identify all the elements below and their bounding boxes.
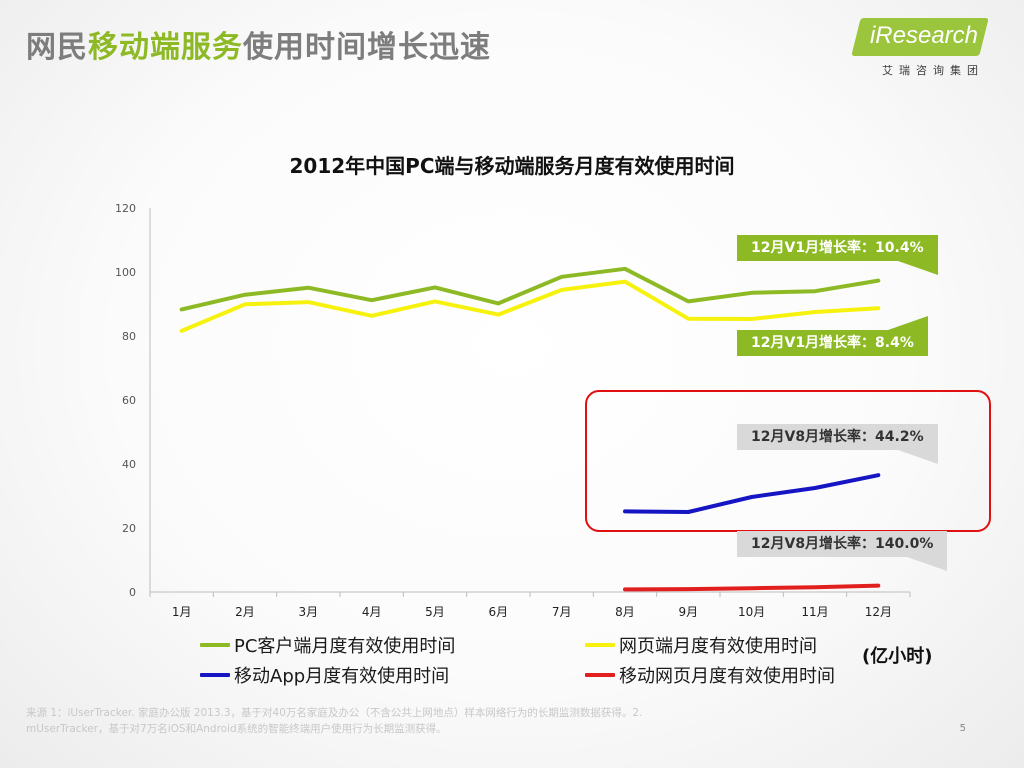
series-line-app bbox=[623, 473, 881, 514]
y-tick-label-4: 80 bbox=[122, 330, 136, 343]
source-note: 来源 1：iUserTracker. 家庭办公版 2013.3，基于对40万名家… bbox=[26, 705, 886, 737]
x-tick-label-1: 2月 bbox=[235, 605, 255, 619]
x-tick-label-8: 9月 bbox=[679, 605, 699, 619]
source-line-2: mUserTracker，基于对7万名iOS和Android系统的智能终端用户使… bbox=[26, 723, 447, 735]
x-tick-label-3: 4月 bbox=[362, 605, 382, 619]
source-line-1: 来源 1：iUserTracker. 家庭办公版 2013.3，基于对40万名家… bbox=[26, 707, 643, 719]
slide-title-highlight: 移动端服务 bbox=[88, 30, 243, 65]
y-tick-label-1: 20 bbox=[122, 522, 136, 535]
x-tick-label-0: 1月 bbox=[172, 605, 192, 619]
callout-pointer-4 bbox=[907, 557, 948, 571]
x-tick-label-7: 8月 bbox=[615, 605, 635, 619]
unit-label: (亿小时) bbox=[862, 646, 933, 667]
x-tick-label-5: 6月 bbox=[489, 605, 509, 619]
callout-text-1: 12月V1月增长率：10.4% bbox=[751, 240, 924, 256]
slide-title-part2: 使用时间增长迅速 bbox=[243, 30, 491, 65]
callout-2: 12月V1月增长率：8.4% bbox=[737, 316, 928, 356]
callout-text-3: 12月V8月增长率：44.2% bbox=[751, 429, 924, 445]
page-number: 5 bbox=[959, 723, 966, 734]
x-tick-label-4: 5月 bbox=[425, 605, 445, 619]
x-tick-label-11: 12月 bbox=[865, 605, 892, 619]
callout-text-2: 12月V1月增长率：8.4% bbox=[751, 335, 914, 351]
y-tick-label-5: 100 bbox=[115, 266, 136, 279]
y-tick-label-2: 40 bbox=[122, 458, 136, 471]
logo-subtitle: 艾瑞咨询集团 bbox=[882, 64, 984, 77]
slide-title-part1: 网民 bbox=[26, 30, 88, 65]
callout-4: 12月V8月增长率：140.0% bbox=[737, 531, 948, 571]
chart-title: 2012年中国PC端与移动端服务月度有效使用时间 bbox=[289, 154, 735, 178]
series-line-mobile-web bbox=[623, 583, 881, 592]
iresearch-logo: iResearch 艾瑞咨询集团 bbox=[844, 18, 989, 88]
callout-3: 12月V8月增长率：44.2% bbox=[737, 424, 938, 464]
x-tick-label-9: 10月 bbox=[738, 605, 765, 619]
x-tick-label-2: 3月 bbox=[299, 605, 319, 619]
logo-name: iResearch bbox=[869, 22, 978, 49]
y-tick-label-3: 60 bbox=[122, 394, 136, 407]
series-line-pc bbox=[179, 266, 881, 312]
callout-1: 12月V1月增长率：10.4% bbox=[737, 235, 938, 275]
y-tick-label-0: 0 bbox=[129, 586, 136, 599]
callout-pointer-3 bbox=[897, 450, 938, 464]
x-tick-label-6: 7月 bbox=[552, 605, 572, 619]
x-tick-label-10: 11月 bbox=[801, 605, 828, 619]
callout-pointer-1 bbox=[897, 261, 938, 275]
callout-pointer-2 bbox=[887, 316, 928, 330]
y-tick-label-6: 120 bbox=[115, 202, 136, 215]
callout-text-4: 12月V8月增长率：140.0% bbox=[751, 536, 934, 552]
slide-title: 网民移动端服务使用时间增长迅速 bbox=[26, 22, 491, 66]
series-line-web bbox=[179, 279, 881, 333]
